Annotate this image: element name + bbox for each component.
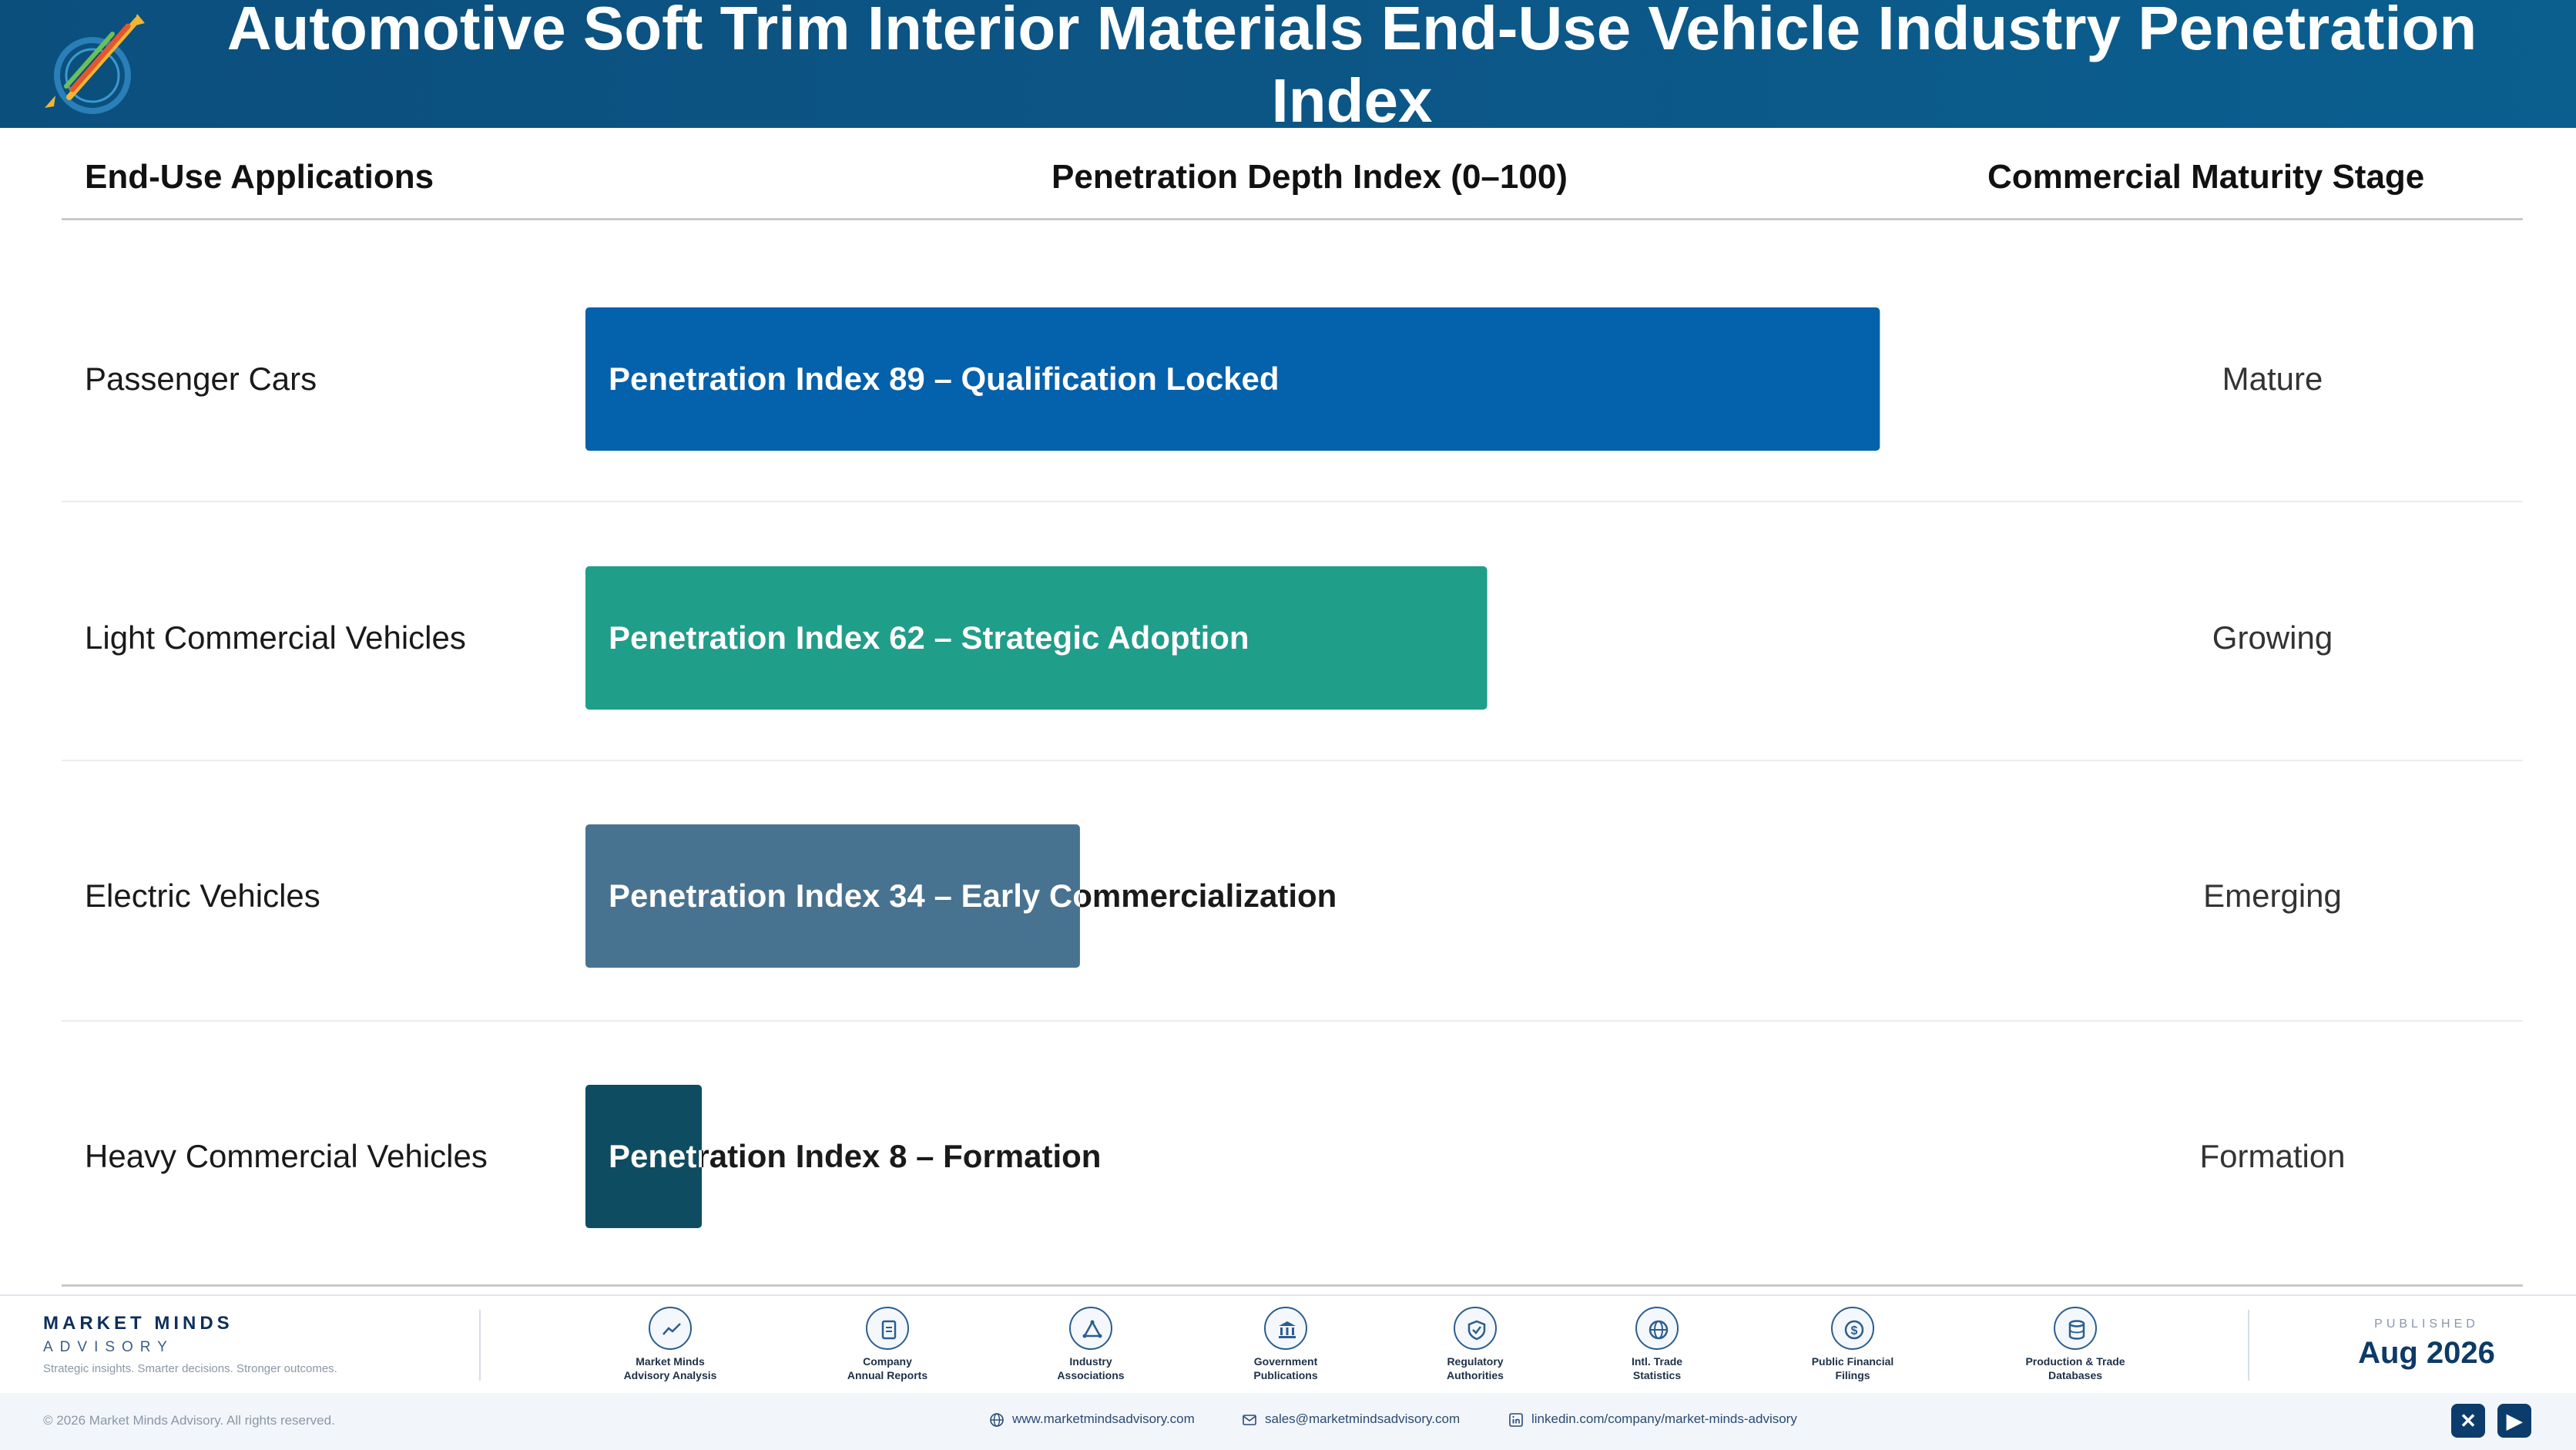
source-label: Statistics — [1632, 1369, 1682, 1381]
bar-label-2: Penetration Index 34 – Early Commerciali… — [609, 878, 1337, 914]
globe-icon — [990, 1412, 1004, 1427]
row-label-light-commercial: Light Commercial Vehicles — [85, 619, 466, 656]
bar-label-inner-0: Penetration Index 89 – Qualification Loc… — [609, 361, 1280, 397]
mail-icon — [1243, 1414, 1256, 1425]
footer-divider — [479, 1310, 481, 1381]
column-header-applications: End-Use Applications — [85, 158, 434, 196]
source-regulatory: Regulatory Authorities — [1390, 1307, 1560, 1382]
row-divider — [62, 760, 2523, 761]
globe-icon — [1635, 1307, 1679, 1350]
source-label: Databases — [2048, 1369, 2103, 1381]
website-text: www.marketmindsadvisory.com — [1012, 1411, 1195, 1426]
source-label: Company — [863, 1355, 912, 1368]
stage-electric: Emerging — [2203, 878, 2342, 914]
linkedin-text: linkedin.com/company/market-minds-adviso… — [1531, 1411, 1797, 1426]
bar-label-0: Penetration Index 89 – Qualification Loc… — [609, 361, 1280, 397]
source-production-databases: Production & Trade Databases — [1991, 1307, 2160, 1382]
youtube-icon: ▶ — [2507, 1409, 2522, 1432]
bar-3 — [585, 1085, 703, 1228]
brand-subtitle: ADVISORY — [43, 1339, 174, 1355]
email-text: sales@marketmindsadvisory.com — [1265, 1411, 1461, 1426]
stage-passenger-cars: Mature — [2222, 361, 2323, 397]
source-label: Intl. Trade — [1631, 1355, 1683, 1368]
source-label: Associations — [1057, 1369, 1125, 1381]
source-label: Public Financial — [1811, 1355, 1894, 1368]
shield-icon — [1454, 1307, 1497, 1350]
bar-1 — [585, 566, 1488, 710]
source-label: Filings — [1835, 1369, 1870, 1381]
column-header-index: Penetration Depth Index (0–100) — [1052, 158, 1568, 196]
source-government: Government Publications — [1201, 1307, 1370, 1382]
row-divider — [62, 501, 2523, 502]
source-label: Industry — [1069, 1355, 1112, 1368]
source-label: Publications — [1253, 1369, 1318, 1381]
source-label: Authorities — [1447, 1369, 1504, 1381]
bar-label-1: Penetration Index 62 – Strategic Adoptio… — [609, 619, 1249, 656]
network-icon — [1069, 1307, 1112, 1350]
bar-label-inner-2: Penetration Index 34 – Early Commerciali… — [609, 878, 1337, 914]
published-date: Aug 2026 — [2358, 1336, 2495, 1370]
row-label-heavy-commercial: Heavy Commercial Vehicles — [85, 1138, 488, 1174]
footer: MARKET MINDS ADVISORY Strategic insights… — [0, 1294, 2576, 1450]
source-market-minds: Market Minds Advisory Analysis — [585, 1307, 755, 1382]
source-label: Government — [1253, 1355, 1318, 1368]
header-banner: Automotive Soft Trim Interior Materials … — [0, 0, 2576, 135]
brand-name: MARKET MINDS — [43, 1313, 233, 1334]
source-label: Production & Trade — [2025, 1355, 2125, 1368]
x-social-button[interactable]: ✕ — [2451, 1404, 2485, 1438]
building-icon — [1264, 1307, 1307, 1350]
dollar-icon: $ — [1831, 1307, 1874, 1350]
source-industry-associations: Industry Associations — [1006, 1307, 1176, 1382]
x-icon: ✕ — [2460, 1409, 2477, 1432]
column-header-stage: Commercial Maturity Stage — [1987, 158, 2425, 196]
youtube-social-button[interactable]: ▶ — [2497, 1404, 2531, 1438]
footer-divider — [2248, 1310, 2249, 1381]
bar-0 — [585, 307, 1880, 451]
source-label: Advisory Analysis — [623, 1369, 717, 1381]
website-link[interactable]: www.marketmindsadvisory.com — [989, 1411, 1195, 1428]
footer-sources-strip: MARKET MINDS ADVISORY Strategic insights… — [0, 1294, 2576, 1393]
source-trade-statistics: Intl. Trade Statistics — [1572, 1307, 1742, 1382]
copyright-notice: © 2026 Market Minds Advisory. All rights… — [43, 1413, 335, 1428]
published-label: PUBLISHED — [2374, 1317, 2479, 1331]
table-bottom-divider — [62, 1284, 2523, 1287]
row-label-passenger-cars: Passenger Cars — [85, 361, 317, 397]
row-label-electric: Electric Vehicles — [85, 878, 320, 914]
email-link[interactable]: sales@marketmindsadvisory.com — [1242, 1411, 1460, 1428]
bar-2 — [585, 824, 1080, 968]
row-divider — [62, 1020, 2523, 1022]
document-icon — [866, 1307, 909, 1350]
chart-line-icon — [649, 1307, 692, 1350]
bar-label-inner-1: Penetration Index 62 – Strategic Adoptio… — [609, 619, 1249, 656]
company-logo — [45, 14, 145, 114]
header-divider — [62, 218, 2523, 220]
stage-heavy-commercial: Formation — [2199, 1138, 2346, 1174]
brand-tagline: Strategic insights. Smarter decisions. S… — [43, 1362, 337, 1375]
stage-light-commercial: Growing — [2212, 619, 2333, 656]
bar-label-3: Penetration Index 8 – Formation — [609, 1138, 1101, 1174]
svg-text:$: $ — [1851, 1324, 1858, 1338]
source-financial-filings: $ Public Financial Filings — [1768, 1307, 1937, 1382]
source-label: Annual Reports — [847, 1369, 928, 1381]
source-label: Market Minds — [636, 1355, 705, 1368]
linkedin-link[interactable]: linkedin.com/company/market-minds-adviso… — [1508, 1411, 1797, 1428]
page-title: Automotive Soft Trim Interior Materials … — [226, 0, 2477, 135]
source-label: Regulatory — [1447, 1355, 1504, 1368]
bar-label-inner-3: Penetration Index 8 – Formation — [609, 1138, 1101, 1174]
database-icon — [2054, 1307, 2097, 1350]
linkedin-icon — [1509, 1412, 1523, 1427]
source-company-reports: Company Annual Reports — [803, 1307, 972, 1382]
